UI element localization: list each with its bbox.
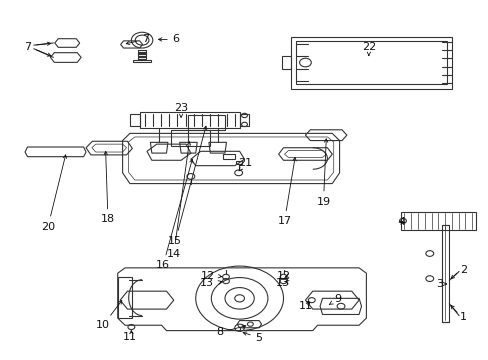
Text: 8: 8: [216, 325, 245, 337]
Text: 11: 11: [122, 332, 137, 342]
Text: 15: 15: [168, 126, 206, 246]
Text: 1: 1: [459, 312, 466, 322]
Text: 13: 13: [200, 278, 214, 288]
Text: 13: 13: [275, 278, 289, 288]
Text: 3: 3: [435, 279, 446, 289]
Text: 20: 20: [41, 155, 66, 231]
Text: 22: 22: [361, 42, 375, 55]
Text: 6: 6: [158, 35, 180, 44]
Text: 7: 7: [126, 35, 149, 45]
Text: 5: 5: [243, 332, 262, 343]
Text: 10: 10: [96, 301, 122, 330]
Text: 2: 2: [459, 265, 466, 275]
Text: 9: 9: [328, 294, 341, 305]
Text: 21: 21: [238, 158, 252, 171]
Text: 7: 7: [24, 42, 31, 52]
Text: 16: 16: [156, 159, 193, 270]
Text: 23: 23: [174, 103, 188, 117]
Text: 11: 11: [298, 301, 312, 311]
Text: 14: 14: [166, 142, 190, 258]
Text: 17: 17: [277, 157, 296, 226]
Text: 19: 19: [316, 139, 330, 207]
Text: 18: 18: [101, 152, 115, 224]
Text: 12: 12: [276, 271, 290, 281]
Text: 12: 12: [201, 271, 215, 281]
Text: 4: 4: [397, 217, 404, 227]
